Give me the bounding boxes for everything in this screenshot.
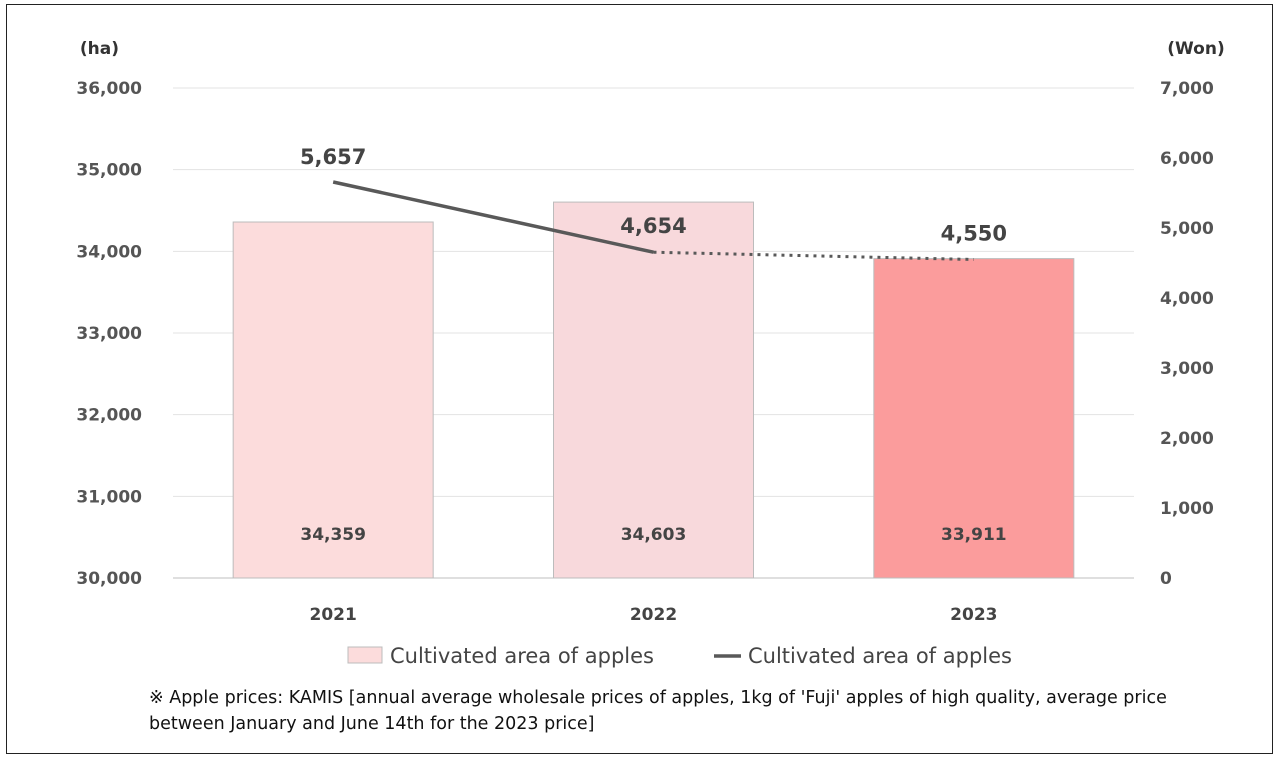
right-axis-tick-label: 6,000 [1160,149,1214,169]
left-axis-tick-label: 34,000 [76,242,142,262]
x-axis-category-label: 2022 [630,605,677,625]
x-axis-category-label: 2021 [310,605,357,625]
bar [554,202,754,578]
right-axis-tick-label: 3,000 [1160,359,1214,379]
right-axis-tick-label: 0 [1160,569,1172,589]
right-axis-tick-label: 4,000 [1160,289,1214,309]
legend-bar-swatch [348,647,382,663]
bar-value-label: 34,359 [300,525,366,545]
bar-value-label: 34,603 [621,525,687,545]
left-axis-tick-label: 30,000 [76,569,142,589]
line-point-label: 4,550 [941,222,1007,246]
chart: 34,359 34,603 33,911 5,657 4,654 4,550 30,000… [7,5,1272,753]
chart-frame: 34,359 34,603 33,911 5,657 4,654 4,550 30,000… [6,4,1273,754]
legend-line-label: Cultivated area of apples [748,644,1012,668]
left-axis-tick-label: 35,000 [76,161,142,181]
line-point-label: 5,657 [300,145,366,169]
x-axis-category-label: 2023 [950,605,997,625]
line-point-label: 4,654 [620,214,686,238]
left-axis-unit: (ha) [80,39,119,59]
bar-value-label: 33,911 [941,525,1007,545]
left-axis-tick-label: 32,000 [76,406,142,426]
left-axis-tick-label: 33,000 [76,324,142,344]
right-axis-tick-label: 7,000 [1160,79,1214,99]
left-axis-tick-label: 36,000 [76,79,142,99]
right-axis-tick-label: 1,000 [1160,499,1214,519]
legend-bar-label: Cultivated area of apples [390,644,654,668]
right-axis-tick-label: 2,000 [1160,429,1214,449]
right-axis-unit: (Won) [1167,39,1224,59]
footnote: ※ Apple prices: KAMIS [annual average wh… [149,685,1209,737]
left-axis-tick-label: 31,000 [76,487,142,507]
right-axis-tick-label: 5,000 [1160,219,1214,239]
